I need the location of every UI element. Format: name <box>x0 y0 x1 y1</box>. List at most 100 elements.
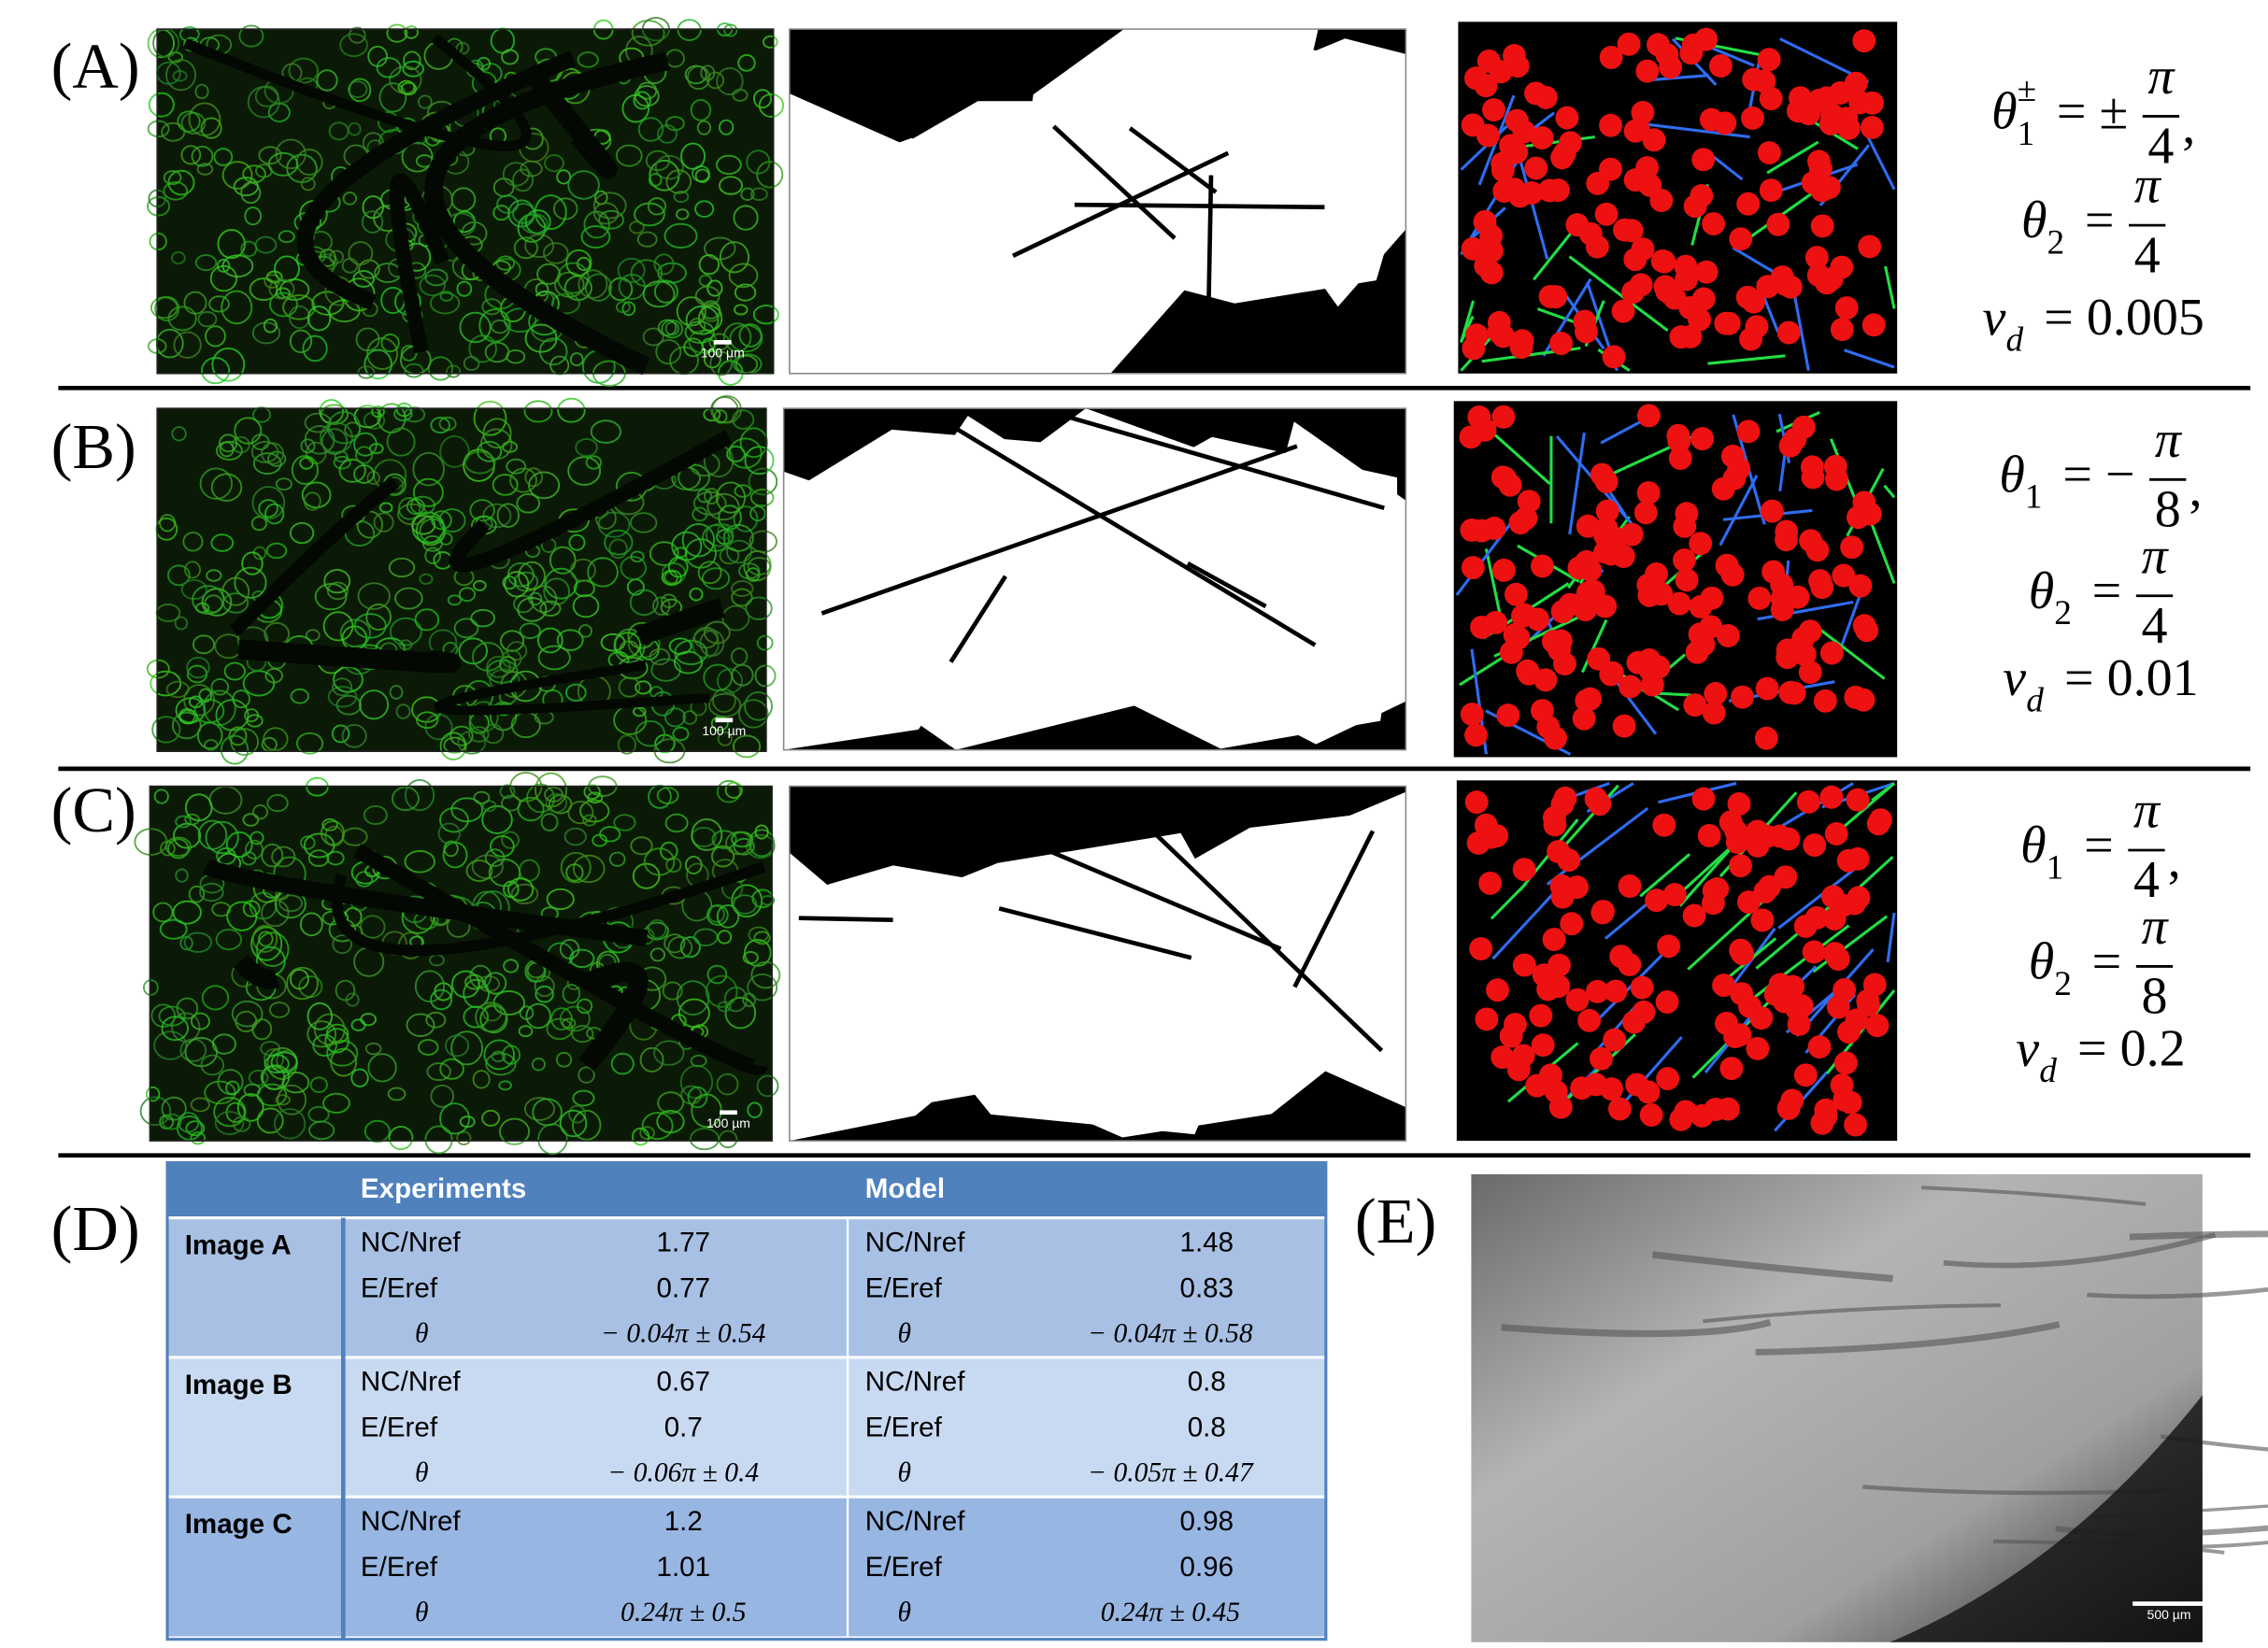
cell <box>706 903 729 926</box>
cell <box>648 918 667 939</box>
cell <box>258 146 282 165</box>
cell <box>164 836 193 857</box>
cell-disc <box>1785 637 1809 661</box>
cell <box>620 555 647 580</box>
cell <box>389 617 422 646</box>
cell <box>161 121 186 142</box>
cell <box>242 900 261 917</box>
cell <box>740 187 755 202</box>
septum <box>578 961 649 1072</box>
cell <box>579 799 610 823</box>
cell <box>439 1102 470 1135</box>
symbol: ν <box>2003 649 2026 707</box>
cell-disc <box>1459 425 1483 449</box>
cell-disc <box>1486 978 1509 1002</box>
cell <box>194 83 209 100</box>
cell <box>219 433 238 453</box>
cell-disc <box>1683 693 1707 717</box>
cell <box>473 790 491 804</box>
superscript: ± <box>2018 71 2037 109</box>
cell <box>303 491 321 511</box>
dark-streak <box>1651 1251 1893 1283</box>
cell-disc <box>1833 978 1857 1002</box>
cell <box>565 863 584 882</box>
cell-disc <box>1860 116 1884 139</box>
cell-disc <box>1469 937 1493 960</box>
cell <box>439 1058 464 1080</box>
equation-lhs: θ <box>2029 562 2055 620</box>
cell <box>703 349 721 369</box>
cell <box>549 546 577 575</box>
cell <box>295 732 324 755</box>
cell <box>264 503 285 525</box>
equation: ν d = 0.2 <box>2016 1020 2185 1090</box>
binary-image <box>789 28 1407 375</box>
cell-disc <box>1530 126 1554 149</box>
cell <box>676 980 710 1016</box>
cell <box>578 624 592 638</box>
symbol: ν <box>1982 289 2005 347</box>
cell <box>376 57 402 78</box>
cell-disc <box>1636 481 1661 504</box>
cell <box>213 148 234 166</box>
cell <box>321 817 338 831</box>
numerator: π <box>2141 527 2169 585</box>
cell-disc <box>1602 345 1626 369</box>
simulation <box>1456 780 1898 1142</box>
symbol: θ <box>1991 82 2018 140</box>
cell-disc <box>1848 574 1873 598</box>
cell <box>491 1050 506 1063</box>
cell <box>701 337 716 352</box>
cell <box>211 348 246 382</box>
cell <box>590 419 621 444</box>
cell-disc <box>1612 714 1636 738</box>
cell <box>364 348 392 380</box>
cell <box>738 562 761 580</box>
fiber <box>1634 121 1750 139</box>
cell-disc <box>1618 874 1642 898</box>
cell <box>546 888 575 911</box>
cell-disc <box>1510 329 1534 353</box>
cell <box>517 796 545 822</box>
cell <box>244 206 262 226</box>
table-value: 1.77 <box>657 1227 711 1257</box>
table-value: 0.67 <box>657 1367 711 1398</box>
cell <box>510 883 539 905</box>
cell <box>161 1096 187 1121</box>
dark-streak <box>1501 1318 1772 1338</box>
cell <box>329 249 345 264</box>
cell <box>419 573 434 585</box>
cell <box>730 647 749 666</box>
cell <box>578 269 608 299</box>
cell <box>760 895 776 906</box>
equation: ν d = 0.005 <box>1982 289 2204 359</box>
cell <box>378 82 407 113</box>
cell <box>397 497 421 520</box>
cell <box>339 33 368 58</box>
cell <box>512 168 535 192</box>
cell-disc <box>1578 221 1603 246</box>
cell-disc <box>1611 299 1635 323</box>
cell <box>204 739 219 751</box>
cell <box>496 503 520 528</box>
cell <box>404 850 435 874</box>
cell <box>513 236 538 260</box>
cell-disc <box>1542 928 1566 951</box>
cell-disc <box>1673 514 1697 538</box>
cell <box>234 566 267 599</box>
cell <box>503 307 537 334</box>
cell <box>290 521 315 545</box>
cell <box>753 931 771 945</box>
cell <box>696 120 712 135</box>
cell-disc <box>1462 336 1486 361</box>
numerator: π <box>2147 48 2175 106</box>
cell <box>264 274 280 289</box>
cell <box>396 503 428 526</box>
cell-disc <box>1704 682 1728 705</box>
cell <box>481 298 503 316</box>
cell <box>308 1120 335 1141</box>
cell <box>249 277 278 302</box>
cell <box>649 647 671 666</box>
cell <box>734 484 752 498</box>
cell <box>565 683 587 702</box>
